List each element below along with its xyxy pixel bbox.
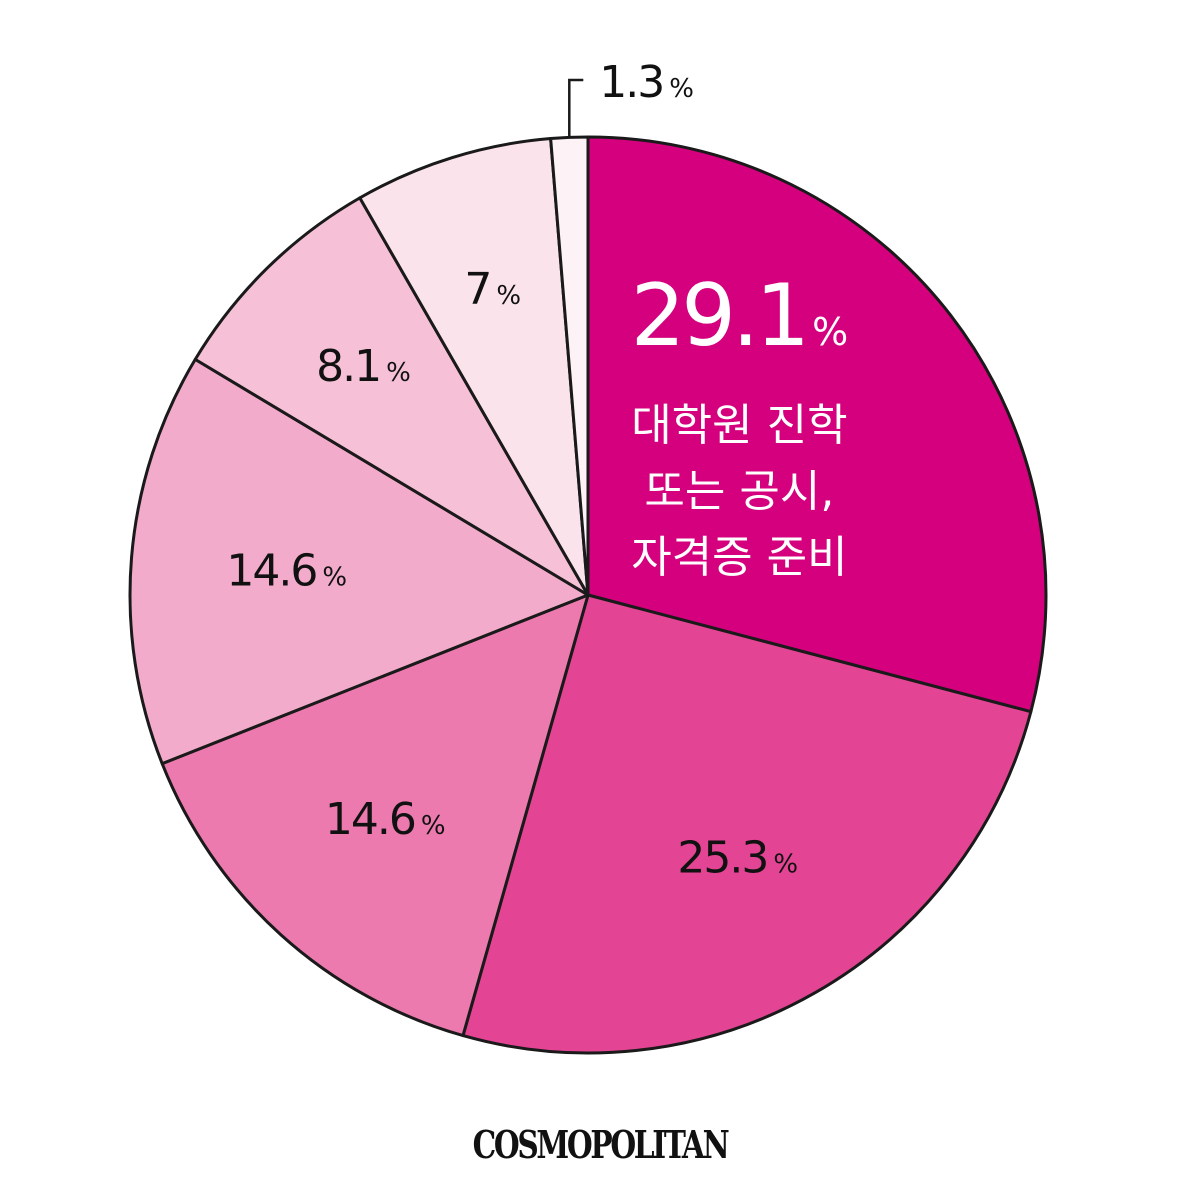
- slice-label-3: 14.6%: [325, 794, 446, 845]
- pie-slice-3: [160, 593, 590, 1038]
- highlight-caption-line-2: 또는 공시,: [644, 466, 834, 517]
- pie-slice-1: [586, 135, 1048, 714]
- highlight-caption-line-1: 대학원 진학: [631, 400, 847, 451]
- slice-label-5: 8.1%: [316, 341, 411, 392]
- pie-slice-5: [193, 196, 590, 597]
- slice-label-7: 1.3%: [599, 57, 694, 108]
- slice-label-4: 14.6%: [226, 545, 347, 596]
- pie-slice-6: [358, 137, 590, 597]
- slice-label-6: 7%: [464, 264, 521, 315]
- highlight-caption-line-3: 자격증 준비: [631, 532, 847, 583]
- pie-slice-4: [128, 357, 590, 766]
- callout-leader-line: [568, 78, 584, 138]
- pie-slice-2: [461, 593, 1033, 1055]
- slice-label-1: 29.1%: [631, 266, 849, 366]
- cosmopolitan-logo: COSMOPOLITAN: [472, 1122, 730, 1167]
- slice-label-2: 25.3%: [677, 833, 798, 884]
